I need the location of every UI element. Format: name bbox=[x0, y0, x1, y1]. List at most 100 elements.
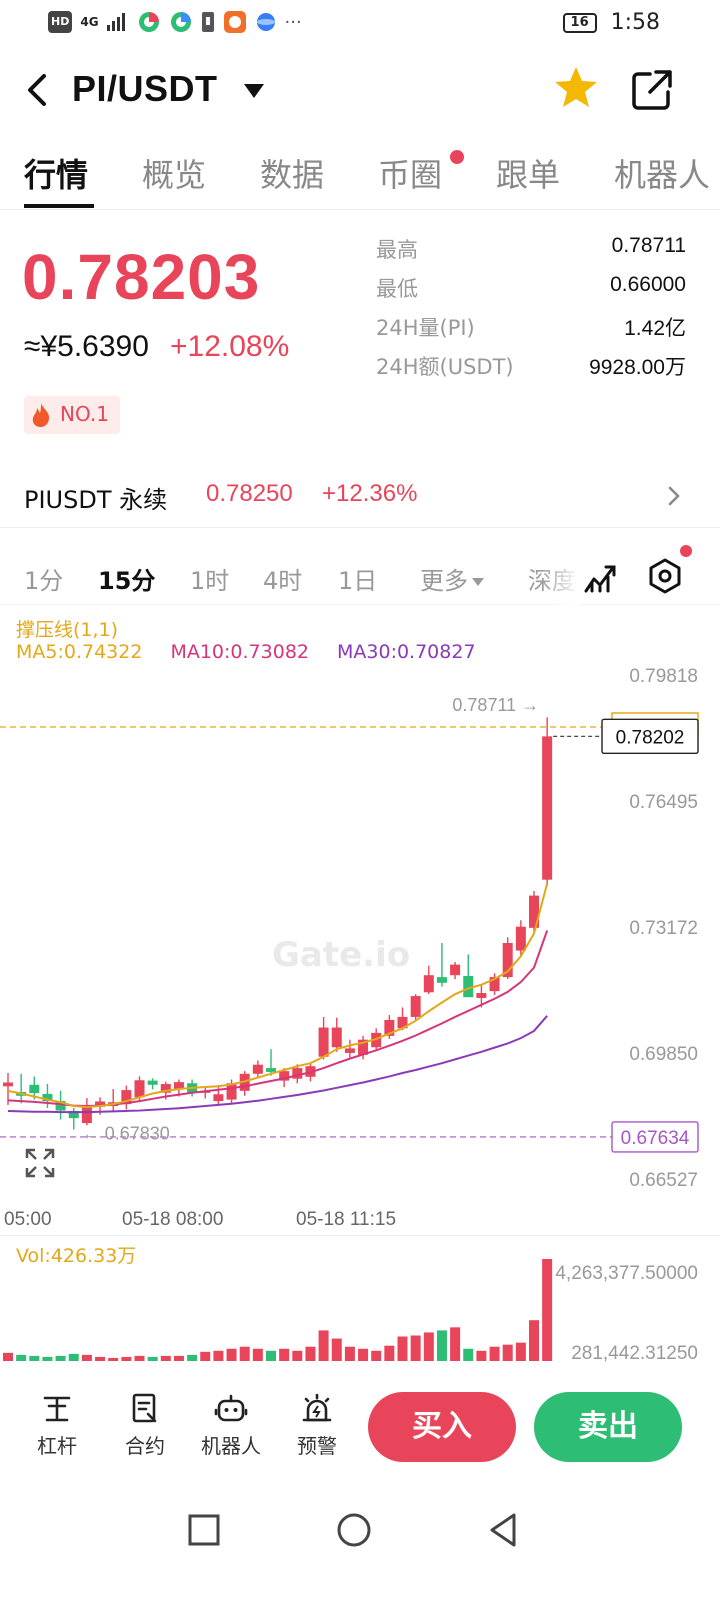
divider bbox=[0, 1235, 720, 1236]
tab-copy-trade[interactable]: 跟单 bbox=[496, 156, 561, 194]
bot-button[interactable]: 机器人 bbox=[196, 1392, 266, 1459]
stat-label: 24H额(USDT) bbox=[376, 355, 514, 379]
pair-title[interactable]: PI/USDT bbox=[72, 68, 218, 109]
star-icon[interactable] bbox=[552, 64, 600, 112]
status-bar: HD 4G ··· 16 1:58 bbox=[0, 0, 720, 48]
sell-button[interactable]: 卖出 bbox=[534, 1392, 682, 1462]
status-icons-right: 16 1:58 bbox=[562, 10, 660, 35]
flame-icon bbox=[32, 403, 50, 427]
candle-body bbox=[252, 1064, 263, 1074]
volume-bar bbox=[16, 1354, 27, 1361]
high-marker: 0.78711 → bbox=[452, 695, 539, 715]
volume-bar bbox=[187, 1354, 198, 1361]
tf-1m[interactable]: 1分 bbox=[24, 567, 64, 595]
tab-bot[interactable]: 机器人 bbox=[614, 156, 711, 194]
support-tag bbox=[611, 1121, 699, 1153]
back-icon[interactable] bbox=[484, 1510, 524, 1550]
volume-bar bbox=[95, 1356, 106, 1361]
perpetual-row[interactable]: PIUSDT 永续 0.78250 +12.36% bbox=[0, 470, 720, 528]
indicator-icon[interactable] bbox=[582, 557, 620, 595]
volume-bar bbox=[226, 1348, 237, 1361]
timeframe-bar: 1分 15分 1时 4时 1日 更多 深度 bbox=[0, 545, 720, 605]
stat-value: 0.66000 bbox=[610, 273, 686, 296]
volume-bar bbox=[318, 1330, 329, 1361]
x-tick-label: 05-18 11:15 bbox=[296, 1209, 396, 1230]
volume-bar bbox=[252, 1348, 263, 1361]
contract-button[interactable]: 合约 bbox=[110, 1392, 180, 1459]
contract-label: 合约 bbox=[125, 1434, 165, 1458]
ma10-label: MA10:0.73082 bbox=[170, 641, 309, 663]
tab-community[interactable]: 币圈 bbox=[378, 156, 443, 194]
candle-body bbox=[515, 926, 526, 951]
volume-bar bbox=[68, 1353, 79, 1361]
tab-overview[interactable]: 概览 bbox=[142, 156, 207, 194]
tf-1d[interactable]: 1日 bbox=[338, 567, 378, 595]
volume-bar bbox=[529, 1320, 539, 1361]
clock: 1:58 bbox=[610, 10, 660, 35]
y-tick-label: 0.69850 bbox=[629, 1044, 698, 1065]
change-percent: +12.08% bbox=[170, 330, 290, 363]
candle-body bbox=[29, 1084, 40, 1094]
volume-bar bbox=[397, 1336, 408, 1361]
tf-15m[interactable]: 15分 bbox=[98, 567, 156, 595]
candle-body bbox=[81, 1105, 92, 1124]
tf-more-label: 更多 bbox=[420, 567, 468, 595]
volume-label: Vol:426.33万 bbox=[16, 1245, 137, 1267]
rank-badge[interactable]: NO.1 bbox=[24, 396, 120, 434]
y-tick-label: 0.76495 bbox=[629, 792, 698, 813]
bot-label: 机器人 bbox=[201, 1434, 261, 1458]
notification-dot bbox=[680, 545, 692, 557]
candle-body bbox=[489, 977, 500, 992]
share-icon[interactable] bbox=[630, 68, 674, 112]
candle-body bbox=[436, 977, 447, 983]
candle-body bbox=[147, 1080, 158, 1085]
alarm-icon bbox=[302, 1393, 332, 1422]
leverage-button[interactable]: 杠杆 bbox=[22, 1392, 92, 1459]
hd-icon: HD bbox=[48, 11, 73, 33]
candle-body bbox=[134, 1080, 145, 1098]
app-notification-icon bbox=[223, 11, 246, 33]
candle-body bbox=[502, 942, 513, 978]
volume-bar bbox=[502, 1344, 513, 1361]
volume-bar bbox=[279, 1348, 290, 1361]
ma5-line bbox=[7, 883, 549, 1109]
x-tick-label: 05-18 08:00 bbox=[122, 1209, 223, 1230]
tf-4h[interactable]: 4时 bbox=[263, 567, 303, 595]
tab-market[interactable]: 行情 bbox=[24, 156, 89, 194]
home-icon[interactable] bbox=[334, 1510, 374, 1550]
caret-down-icon bbox=[472, 578, 484, 586]
expand-icon[interactable] bbox=[24, 1147, 56, 1179]
volume-bar bbox=[331, 1338, 342, 1361]
volume-bar bbox=[515, 1342, 526, 1361]
candle-body bbox=[463, 975, 474, 998]
sim-icon bbox=[201, 12, 214, 32]
buy-button[interactable]: 买入 bbox=[368, 1392, 516, 1462]
volume-bar bbox=[55, 1355, 66, 1361]
alert-label: 预警 bbox=[297, 1434, 337, 1458]
stat-value: 1.42亿 bbox=[624, 317, 686, 340]
tf-1h[interactable]: 1时 bbox=[190, 567, 230, 595]
candle-body bbox=[331, 1027, 342, 1048]
y-tick-label: 0.66527 bbox=[629, 1170, 698, 1191]
candle-body bbox=[450, 964, 461, 976]
volume-bar bbox=[266, 1350, 276, 1361]
ma5-label: MA5:0.74322 bbox=[16, 641, 143, 663]
tab-data[interactable]: 数据 bbox=[260, 156, 325, 194]
recent-apps-icon[interactable] bbox=[184, 1510, 224, 1550]
candle-body bbox=[529, 895, 539, 928]
alert-button[interactable]: 预警 bbox=[282, 1392, 352, 1459]
back-arrow-icon[interactable] bbox=[20, 70, 60, 110]
volume-bar bbox=[173, 1355, 184, 1361]
cny-price: ≈¥5.6390 bbox=[24, 330, 149, 363]
volume-bar bbox=[410, 1335, 421, 1361]
settings-icon[interactable] bbox=[646, 557, 684, 595]
price-chart-svg[interactable]: 0.79818 0.76495 0.73172 0.69850 0.66527 05:00… bbox=[0, 607, 720, 1237]
volume-tick-label: 281,442.31250 bbox=[571, 1343, 698, 1364]
volume-bar bbox=[239, 1346, 250, 1361]
tf-more[interactable]: 更多 bbox=[420, 561, 484, 596]
kline-chart[interactable]: 撑压线(1,1) MA5:0.74322 MA10:0.73082 MA30:0… bbox=[0, 607, 720, 1367]
volume-bar bbox=[81, 1354, 92, 1361]
stats-panel: 最高 0.78711 最低 0.66000 24H量(PI) 1.42亿 24H… bbox=[376, 234, 686, 390]
caret-down-icon[interactable] bbox=[244, 84, 264, 98]
current-price-tag bbox=[601, 718, 699, 755]
